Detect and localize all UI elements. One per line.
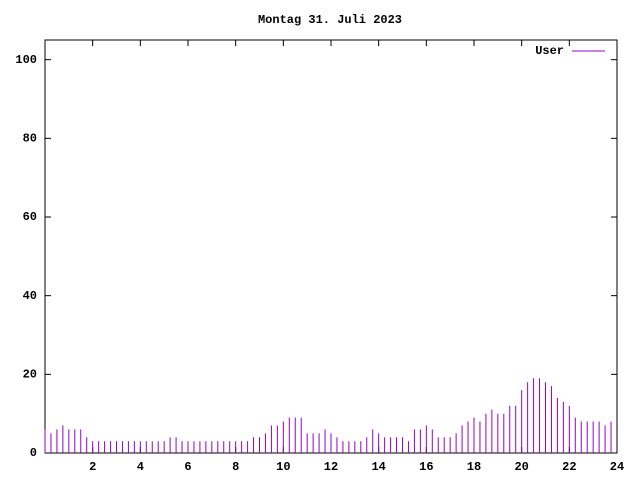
y-tick-label: 60	[23, 210, 37, 224]
y-tick-label: 0	[30, 446, 37, 460]
x-tick-label: 12	[324, 460, 338, 474]
y-tick-label: 20	[23, 368, 37, 382]
x-tick-label: 18	[467, 460, 481, 474]
x-tick-label: 24	[610, 460, 624, 474]
x-tick-label: 20	[514, 460, 528, 474]
x-tick-label: 14	[371, 460, 385, 474]
x-tick-label: 22	[562, 460, 576, 474]
x-tick-label: 16	[419, 460, 433, 474]
y-tick-label: 80	[23, 132, 37, 146]
x-tick-label: 10	[276, 460, 290, 474]
y-tick-label: 40	[23, 289, 37, 303]
x-tick-label: 4	[137, 460, 144, 474]
x-tick-label: 6	[184, 460, 191, 474]
chart-title: Montag 31. Juli 2023	[258, 13, 402, 27]
legend-label: User	[535, 44, 564, 58]
x-tick-label: 2	[89, 460, 96, 474]
y-tick-label: 100	[15, 53, 37, 67]
x-tick-label: 8	[232, 460, 239, 474]
